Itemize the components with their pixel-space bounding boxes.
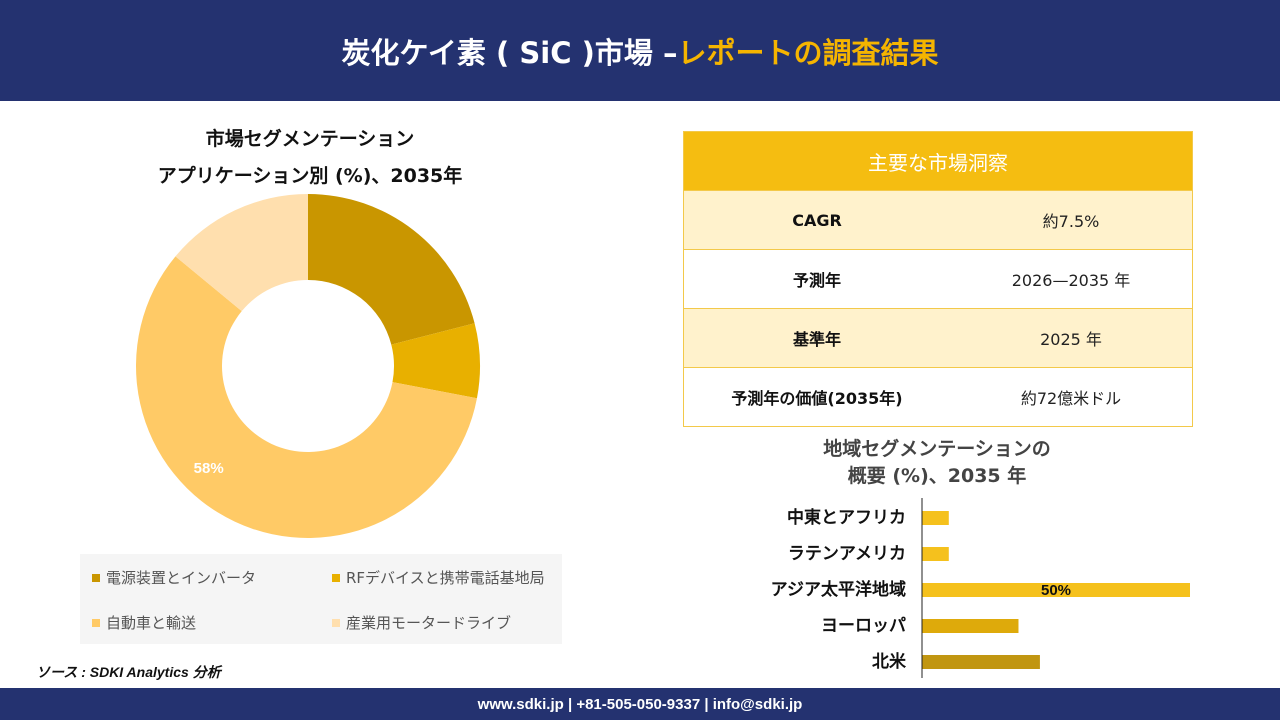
legend-item-rf: RFデバイスと携帯電話基地局 [332,567,545,588]
region-data-label: 50% [1041,582,1071,599]
donut-data-label: 58% [194,460,224,477]
insight-label: CAGR [792,210,842,230]
region-bar [922,655,1040,669]
region-bar [922,511,949,525]
legend-label-power: 電源装置とインバータ [106,569,257,587]
region-label: 中東とアフリカ [787,507,906,528]
legend-swatch-power [92,573,100,582]
insight-table-heading: 主要な市場洞察 [684,132,1192,190]
market-insight-table: 主要な市場洞察 CAGR 約7.5% 予測年 2026—2035 年 基準年 2… [683,131,1193,427]
insight-value: 約7.5% [1042,212,1100,231]
insight-row-base-year: 基準年 2025 年 [684,308,1192,367]
donut-title-line2: アプリケーション別 (%)、2035年 [157,165,463,187]
legend-item-power: 電源装置とインバータ [92,567,256,588]
donut-slice [175,194,308,312]
source-note: ソース : SDKI Analytics 分析 [36,664,221,680]
legend-swatch-auto [92,618,100,627]
title-main: 炭化ケイ素 ( SiC )市場 – [341,35,678,70]
region-bar [922,583,1190,597]
legend-swatch-motor [332,618,340,627]
contact-info: www.sdki.jp | +81-505-050-9337 | info@sd… [477,695,803,713]
legend-label-auto: 自動車と輸送 [106,614,197,632]
insight-label: 予測年 [792,271,841,290]
donut-chart: 58% [135,194,480,538]
bar-title-line1: 地域セグメンテーションの [823,438,1051,460]
insight-label: 予測年の価値(2035年) [731,389,903,408]
insight-value: 2025 年 [1040,330,1102,349]
region-label: アジア太平洋地域 [771,579,906,600]
insight-row-forecast-value: 予測年の価値(2035年) 約72億米ドル [684,367,1192,426]
page-title: 炭化ケイ素 ( SiC )市場 –レポートの調査結果 [342,30,939,72]
legend-swatch-rf [332,573,340,582]
insight-value: 2026—2035 年 [1011,271,1131,290]
legend-item-auto: 自動車と輸送 [92,612,196,633]
region-label: ヨーロッパ [821,616,906,636]
legend-label-rf: RFデバイスと携帯電話基地局 [346,569,545,587]
insight-value: 約72億米ドル [1020,389,1122,408]
region-label: 北米 [872,651,907,672]
region-label: ラテンアメリカ [788,544,906,564]
region-bar [922,619,1019,633]
insight-row-cagr: CAGR 約7.5% [684,190,1192,249]
donut-title-line1: 市場セグメンテーション [205,128,415,150]
insight-label: 基準年 [792,330,841,349]
header-banner: 炭化ケイ素 ( SiC )市場 –レポートの調査結果 [0,0,1280,101]
legend-label-motor: 産業用モータードライブ [346,614,512,632]
bar-title-line2: 概要 (%)、2035 年 [847,465,1027,487]
donut-slice [135,256,477,538]
donut-legend: 電源装置とインバータ RFデバイスと携帯電話基地局 自動車と輸送 産業用モーター… [80,554,562,644]
donut-slice [391,323,480,399]
footer-bar: www.sdki.jp | +81-505-050-9337 | info@sd… [0,688,1280,720]
donut-slice [308,194,475,345]
region-bar [922,547,949,561]
insight-row-forecast-year: 予測年 2026—2035 年 [684,249,1192,308]
legend-item-motor: 産業用モータードライブ [332,612,511,633]
title-accent: レポートの調査結果 [677,35,939,70]
